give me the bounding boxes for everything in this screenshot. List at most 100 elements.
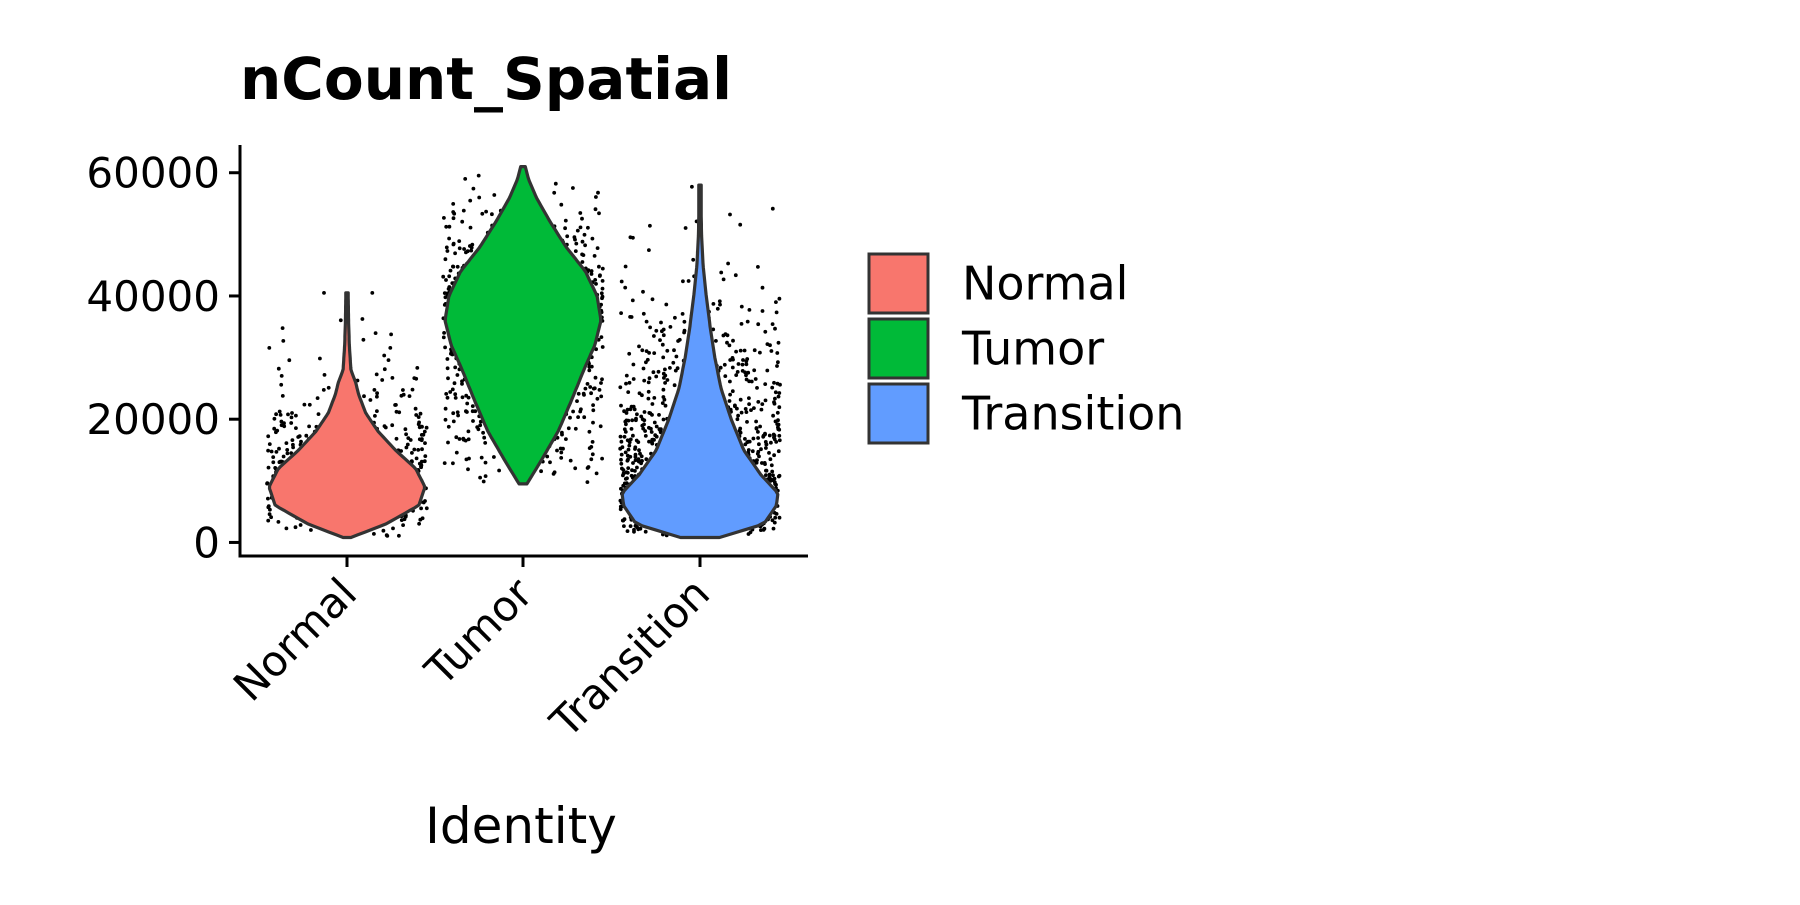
data-point <box>763 398 768 403</box>
data-point <box>622 409 626 414</box>
data-point <box>752 348 757 353</box>
data-point <box>663 403 668 408</box>
data-point <box>672 383 677 388</box>
data-point <box>777 405 782 410</box>
data-point <box>743 370 747 375</box>
data-point <box>775 351 780 355</box>
data-point <box>752 368 757 373</box>
data-point <box>665 378 670 382</box>
data-point <box>585 382 590 386</box>
data-point <box>447 285 452 289</box>
data-point <box>553 181 558 186</box>
data-point <box>664 302 669 307</box>
data-point <box>446 376 450 381</box>
data-point <box>635 465 639 470</box>
data-point <box>414 456 419 461</box>
data-point <box>773 396 777 401</box>
data-point <box>590 236 595 241</box>
data-point <box>772 433 777 438</box>
data-point <box>588 385 593 389</box>
data-point <box>460 219 465 224</box>
data-point <box>286 412 290 417</box>
data-point <box>563 218 568 223</box>
y-tick-label: 0 <box>193 518 220 567</box>
data-point <box>290 411 294 415</box>
data-point <box>285 451 290 456</box>
data-point <box>565 234 570 239</box>
data-point <box>450 387 455 392</box>
data-point <box>266 434 271 439</box>
data-point <box>497 468 501 473</box>
data-point <box>316 412 321 416</box>
data-point <box>559 450 564 455</box>
data-point <box>599 394 604 399</box>
data-point <box>597 264 601 269</box>
data-point <box>635 412 639 417</box>
data-point <box>568 415 572 420</box>
data-point <box>589 269 594 273</box>
data-point <box>619 457 623 462</box>
data-point <box>650 437 655 442</box>
data-point <box>773 515 778 520</box>
data-point <box>444 278 448 282</box>
data-point <box>658 428 662 432</box>
data-point <box>404 432 408 437</box>
data-point <box>727 343 732 348</box>
data-point <box>394 436 399 441</box>
data-point <box>640 348 645 353</box>
data-point <box>590 452 595 457</box>
data-point <box>380 378 385 382</box>
data-point <box>466 467 470 472</box>
data-point <box>460 395 465 400</box>
data-point <box>744 373 748 378</box>
data-point <box>728 379 732 384</box>
data-point <box>686 279 691 283</box>
data-point <box>578 225 583 230</box>
data-point <box>599 381 603 385</box>
data-point <box>744 362 749 367</box>
data-point <box>600 377 604 382</box>
data-point <box>764 446 768 450</box>
data-point <box>468 244 472 248</box>
data-point <box>622 434 627 439</box>
data-point <box>663 373 668 378</box>
data-point <box>573 466 578 471</box>
data-point <box>420 447 424 452</box>
data-point <box>309 528 313 532</box>
data-point <box>464 250 468 255</box>
data-point <box>443 257 448 262</box>
data-point <box>626 418 631 423</box>
data-point <box>747 439 752 444</box>
data-point <box>690 184 694 189</box>
data-point <box>661 395 666 399</box>
data-point <box>644 319 649 324</box>
data-point <box>302 402 307 407</box>
data-point <box>641 311 646 316</box>
data-point <box>633 452 638 457</box>
data-point <box>468 198 473 203</box>
data-point <box>481 430 485 435</box>
data-point <box>373 414 377 418</box>
data-point <box>397 533 401 538</box>
data-point <box>641 289 645 294</box>
data-point <box>560 432 564 437</box>
data-point <box>404 445 409 450</box>
data-point <box>600 345 605 349</box>
data-point <box>394 403 398 407</box>
data-point <box>443 417 448 422</box>
data-point <box>770 385 775 390</box>
data-point <box>284 441 289 445</box>
data-point <box>469 248 474 253</box>
data-point <box>284 526 289 531</box>
data-point <box>574 241 579 246</box>
data-point <box>637 344 641 349</box>
data-point <box>643 529 648 534</box>
data-point <box>728 358 733 362</box>
data-point <box>619 452 624 457</box>
data-point <box>361 337 366 342</box>
data-point <box>624 481 629 485</box>
data-point <box>624 381 628 386</box>
legend-label-tumor: Tumor <box>961 322 1104 376</box>
legend-swatch-tumor <box>867 317 930 380</box>
data-point <box>368 398 373 402</box>
